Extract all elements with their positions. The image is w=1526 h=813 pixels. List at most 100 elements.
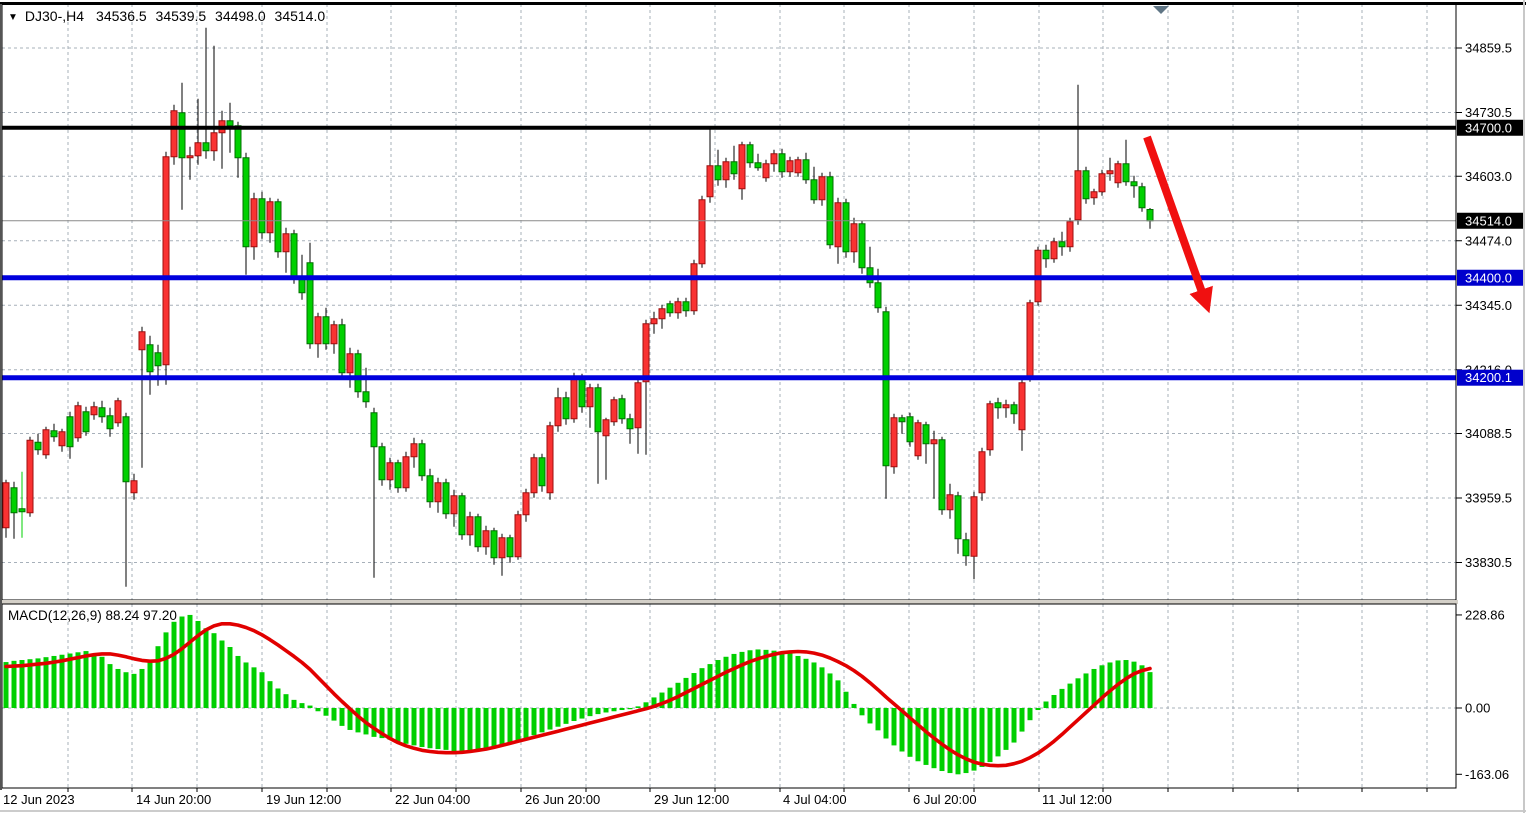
candle bbox=[1002, 404, 1010, 409]
macd-bar bbox=[651, 697, 657, 708]
candle bbox=[946, 494, 954, 511]
macd-bar bbox=[771, 650, 777, 708]
window-left-border bbox=[0, 4, 2, 790]
time-label: 22 Jun 04:00 bbox=[395, 792, 470, 807]
macd-bar bbox=[531, 708, 537, 736]
price-tag bbox=[1457, 212, 1523, 229]
macd-bar bbox=[307, 705, 313, 708]
candle bbox=[482, 530, 490, 548]
candle bbox=[746, 144, 754, 164]
macd-bar bbox=[515, 708, 521, 741]
main-pane-border bbox=[1, 3, 1457, 601]
macd-bar bbox=[747, 650, 753, 708]
candle bbox=[610, 399, 618, 423]
macd-bar bbox=[259, 672, 265, 708]
candle bbox=[458, 495, 466, 536]
candle bbox=[426, 475, 434, 503]
price-tick-label: 33830.5 bbox=[1465, 555, 1512, 570]
macd-bar bbox=[555, 708, 561, 727]
macd-bar bbox=[251, 667, 257, 708]
macd-bar bbox=[75, 652, 81, 708]
candle bbox=[850, 223, 858, 253]
macd-bar bbox=[147, 660, 153, 708]
candle bbox=[410, 443, 418, 458]
candle bbox=[354, 353, 362, 393]
macd-bar bbox=[459, 708, 465, 752]
candle bbox=[914, 422, 922, 457]
candle bbox=[434, 482, 442, 503]
candle bbox=[202, 142, 210, 152]
macd-bar bbox=[643, 702, 649, 708]
pane-separator[interactable] bbox=[0, 600, 1458, 604]
macd-signal-line bbox=[4, 621, 1152, 768]
candle bbox=[690, 263, 698, 312]
macd-bar bbox=[275, 688, 281, 708]
candle bbox=[650, 318, 658, 325]
price-tag bbox=[1457, 369, 1523, 386]
candle bbox=[386, 462, 394, 481]
macd-bar bbox=[99, 656, 105, 708]
symbol-triangle-icon: ▼ bbox=[8, 12, 18, 23]
candle bbox=[362, 391, 370, 403]
price-tick-label: 34603.0 bbox=[1465, 169, 1512, 184]
macd-bar bbox=[83, 651, 89, 708]
macd-bar bbox=[891, 708, 897, 746]
macd-bar bbox=[627, 708, 633, 710]
candle bbox=[42, 429, 50, 456]
candle bbox=[154, 352, 162, 367]
candle bbox=[874, 282, 882, 309]
macd-bar bbox=[475, 708, 481, 750]
macd-bar bbox=[395, 708, 401, 742]
scroll-to-end-icon[interactable] bbox=[1153, 6, 1169, 14]
macd-bar bbox=[851, 703, 857, 708]
macd-bar bbox=[1059, 688, 1065, 708]
candle bbox=[322, 316, 330, 345]
macd-bar bbox=[443, 708, 449, 750]
candle bbox=[730, 161, 738, 175]
candle bbox=[986, 403, 994, 451]
macd-bar bbox=[115, 668, 121, 708]
price-tag bbox=[1457, 119, 1523, 136]
candle bbox=[1146, 209, 1154, 222]
candle bbox=[1042, 249, 1050, 260]
price-tag bbox=[1457, 269, 1523, 286]
macd-bar bbox=[699, 668, 705, 708]
macd-bar bbox=[1043, 701, 1049, 708]
macd-bar bbox=[955, 708, 961, 775]
candle bbox=[450, 495, 458, 515]
macd-bar bbox=[1051, 694, 1057, 708]
candle bbox=[162, 156, 170, 366]
candle bbox=[346, 353, 354, 374]
trend-arrow[interactable] bbox=[1143, 135, 1213, 314]
macd-bar bbox=[67, 653, 73, 708]
price-tick-label: 34474.0 bbox=[1465, 233, 1512, 248]
candle bbox=[58, 431, 66, 447]
macd-bar bbox=[211, 633, 217, 708]
candle bbox=[698, 199, 706, 265]
candle bbox=[658, 308, 666, 320]
candle bbox=[98, 407, 106, 418]
macd-bar bbox=[35, 658, 41, 708]
macd-bar bbox=[323, 708, 329, 716]
candle bbox=[906, 416, 914, 443]
candle bbox=[418, 443, 426, 477]
candle bbox=[762, 163, 770, 179]
candle bbox=[210, 132, 218, 152]
macd-bar bbox=[611, 708, 617, 712]
candle bbox=[2, 482, 10, 529]
macd-bar bbox=[411, 708, 417, 746]
candle bbox=[394, 462, 402, 489]
macd-bar bbox=[899, 708, 905, 752]
macd-bar bbox=[1027, 708, 1033, 721]
macd-bar bbox=[451, 708, 457, 752]
price-tick-label: 34730.5 bbox=[1465, 105, 1512, 120]
macd-bar bbox=[339, 708, 345, 726]
candle bbox=[954, 495, 962, 540]
candle bbox=[378, 446, 386, 481]
macd-bar bbox=[539, 708, 545, 733]
macd-bar bbox=[131, 673, 137, 708]
candle bbox=[594, 387, 602, 433]
macd-bar bbox=[563, 708, 569, 724]
